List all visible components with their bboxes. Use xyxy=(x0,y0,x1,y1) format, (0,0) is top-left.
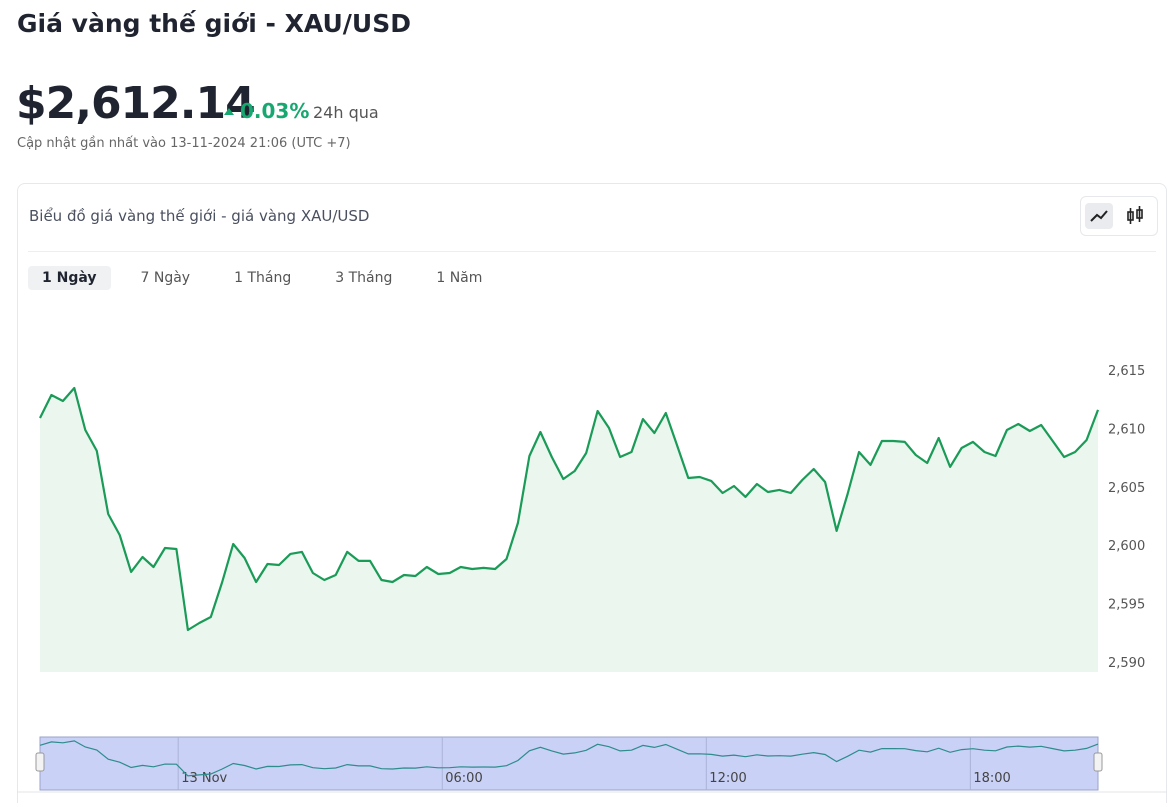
page-title: Giá vàng thế giới - XAU/USD xyxy=(17,9,411,38)
range-tab[interactable]: 1 Năm xyxy=(436,270,483,286)
line-chart-button[interactable] xyxy=(1085,203,1113,229)
divider xyxy=(28,251,1156,252)
y-tick-label: 2,605 xyxy=(1108,481,1145,496)
updated-time: Cập nhật gần nhất vào 13-11-2024 21:06 (… xyxy=(17,136,351,151)
range-tab[interactable]: 7 Ngày xyxy=(140,270,191,286)
area-fill xyxy=(40,388,1098,672)
y-tick-label: 2,600 xyxy=(1108,539,1145,554)
price-line xyxy=(39,386,1100,632)
y-tick-label: 2,595 xyxy=(1108,598,1145,613)
price-change: 0.03% xyxy=(224,99,309,123)
navigator-line xyxy=(39,740,1099,777)
card-title: Biểu đồ giá vàng thế giới - giá vàng XAU… xyxy=(29,207,370,225)
y-tick-label: 2,590 xyxy=(1108,656,1145,671)
y-tick-label: 2,615 xyxy=(1108,364,1145,379)
navigator-tick-label: 13 Nov xyxy=(181,771,227,786)
line-icon xyxy=(1090,210,1108,222)
range-tab[interactable]: 1 Ngày xyxy=(28,266,111,290)
price: $2,612.14 xyxy=(16,78,256,129)
range-tabs: 1 Ngày 7 Ngày 1 Tháng 3 Tháng 1 Năm xyxy=(28,266,512,290)
navigator-tick-label: 18:00 xyxy=(973,771,1010,786)
navigator-handle[interactable] xyxy=(35,752,45,772)
range-tab[interactable]: 1 Tháng xyxy=(234,270,292,286)
navigator-tick-label: 12:00 xyxy=(709,771,746,786)
chart-type-toggle xyxy=(1080,196,1158,236)
y-tick-label: 2,610 xyxy=(1108,422,1145,437)
range-tab[interactable]: 3 Tháng xyxy=(335,270,393,286)
candle-icon xyxy=(1127,206,1143,224)
navigator-tick-label: 06:00 xyxy=(445,771,482,786)
change-period: 24h qua xyxy=(313,103,379,122)
navigator-handle[interactable] xyxy=(1093,752,1103,772)
chart-card: Biểu đồ giá vàng thế giới - giá vàng XAU… xyxy=(17,183,1167,803)
candle-chart-button[interactable] xyxy=(1121,203,1149,229)
